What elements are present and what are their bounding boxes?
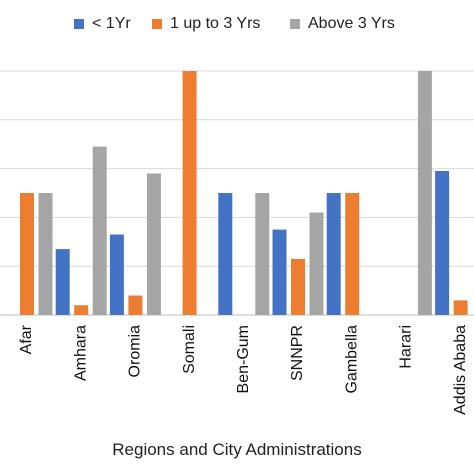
x-tick-label: Afar [18,324,35,354]
x-tick-label: Harari [398,325,415,369]
bar-2-2 [74,305,89,315]
bar-3-3 [146,173,161,315]
bar-2-7 [345,193,360,315]
legend-swatch-series-1 [74,19,84,29]
bar-2-4 [182,71,197,315]
x-tick-label: Somali [181,325,198,374]
x-tick-label: Addis Ababa [452,325,469,415]
bar-3-6 [309,212,324,315]
x-tick-label: Amhara [72,325,89,381]
bar-3-1 [38,193,53,315]
legend-swatch-series-2 [152,19,162,29]
x-tick-label: Oromia [127,325,144,378]
bar-3-8 [417,71,432,315]
bar-1-2 [55,249,70,315]
legend: < 1Yr 1 up to 3 Yrs Above 3 Yrs [0,14,474,34]
legend-item-series-2: 1 up to 3 Yrs [152,14,260,34]
bar-1-7 [326,193,341,315]
bar-3-2 [92,146,107,315]
legend-item-series-1: < 1Yr [74,14,131,34]
bar-2-9 [453,300,468,315]
bar-2-6 [291,258,305,315]
legend-swatch-series-3 [290,19,300,29]
legend-label-series-1: < 1Yr [92,15,131,32]
x-tick-label: Gambella [343,325,360,394]
bar-1-3 [109,234,124,315]
x-axis-title: Regions and City Administrations [112,440,362,459]
bar-1-9 [435,171,450,315]
bar-3-5 [255,193,270,315]
bar-1-5 [218,193,233,315]
bar-1-6 [272,229,287,315]
bar-2-1 [20,193,34,315]
legend-label-series-2: 1 up to 3 Yrs [170,15,261,32]
x-tick-label: SNNPR [289,325,306,381]
x-tick-label: Ben-Gum [235,325,252,393]
legend-label-series-3: Above 3 Yrs [308,15,395,32]
bar-2-3 [128,295,143,315]
legend-item-series-3: Above 3 Yrs [290,14,395,34]
